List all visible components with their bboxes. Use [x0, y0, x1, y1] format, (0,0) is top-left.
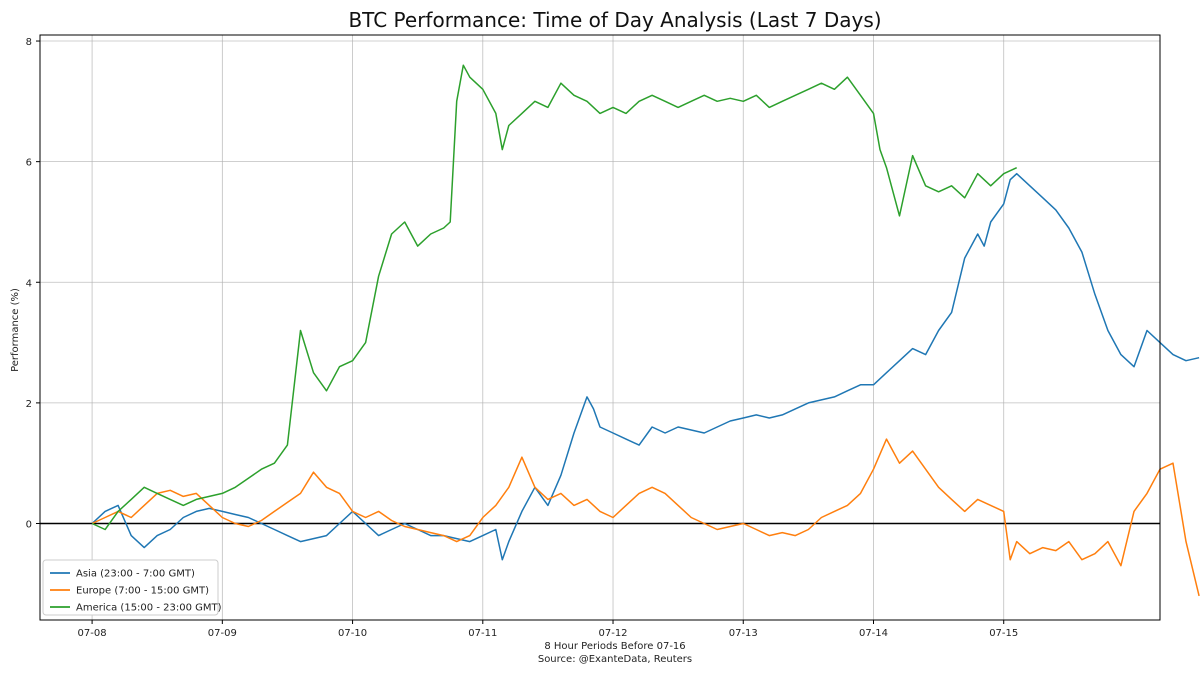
legend-box [42, 559, 219, 616]
y-tick-label: 2 [26, 399, 32, 410]
grid [40, 35, 1160, 620]
legend: Asia (23:00 - 7:00 GMT) Europe (7:00 - 15… [42, 559, 222, 616]
x-tick-label: 07-14 [859, 628, 888, 639]
legend-entry-2: America (15:00 - 23:00 GMT) [76, 603, 222, 614]
series-line-0 [91, 172, 1200, 561]
y-tick-label: 4 [26, 278, 32, 289]
x-tick-label: 07-08 [78, 628, 107, 639]
y-ticks: 0 2 4 6 8 [26, 37, 40, 531]
y-tick-label: 0 [26, 520, 32, 531]
plot-frame [39, 34, 1161, 621]
x-tick-label: 07-11 [468, 628, 497, 639]
series-line-1 [91, 438, 1200, 597]
x-tick-label: 07-13 [729, 628, 758, 639]
x-tick-label: 07-09 [208, 628, 237, 639]
series-line-2 [91, 64, 1018, 531]
series-lines [91, 64, 1200, 597]
x-axis-source: Source: @ExanteData, Reuters [538, 654, 692, 665]
y-axis-label: Performance (%) [10, 288, 21, 372]
x-tick-label: 07-15 [989, 628, 1018, 639]
x-ticks: 07-08 07-09 07-10 07-11 07-12 07-13 07-14 07-15 [78, 620, 1018, 639]
y-tick-label: 8 [26, 37, 32, 48]
legend-entry-1: Europe (7:00 - 15:00 GMT) [76, 586, 209, 597]
x-tick-label: 07-10 [338, 628, 367, 639]
legend-entry-0: Asia (23:00 - 7:00 GMT) [76, 569, 195, 580]
x-axis-label: 8 Hour Periods Before 07-16 [544, 641, 685, 652]
y-tick-label: 6 [26, 158, 32, 169]
chart-title: BTC Performance: Time of Day Analysis (L… [348, 8, 881, 32]
x-tick-label: 07-12 [598, 628, 627, 639]
